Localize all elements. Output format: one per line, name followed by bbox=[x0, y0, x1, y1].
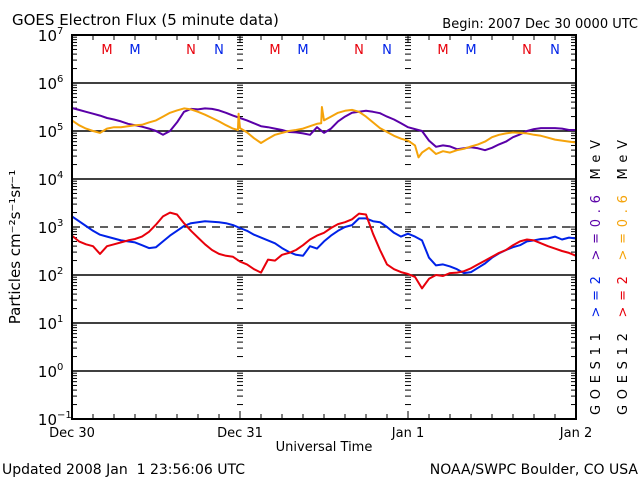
local-time-marker: M bbox=[269, 43, 280, 58]
local-time-marker: M bbox=[297, 43, 308, 58]
local-time-marker: M bbox=[437, 43, 448, 58]
legend-text: GOES11 >=2 >=0.6 MeV bbox=[589, 140, 604, 415]
x-axis-label: Universal Time bbox=[276, 440, 373, 455]
y-tick-exponent: 2 bbox=[57, 266, 63, 277]
legend-space bbox=[616, 323, 631, 327]
x-tick-label: Jan 2 bbox=[559, 426, 592, 441]
legend-space bbox=[616, 266, 631, 270]
y-tick-label: 10 bbox=[38, 315, 57, 333]
y-tick-exponent: 5 bbox=[57, 122, 63, 133]
y-tick-exponent: 6 bbox=[57, 74, 63, 85]
series-goes11-2-mev bbox=[71, 215, 577, 275]
series-goes11-0-6-mev bbox=[71, 107, 576, 152]
begin-label: Begin: 2007 Dec 30 0000 UTC bbox=[442, 17, 638, 32]
updated-timestamp: Updated 2008 Jan 1 23:56:06 UTC bbox=[2, 462, 245, 478]
legend-satellite: GOES12 bbox=[616, 333, 631, 415]
legend-row-goes11: GOES11 >=2 >=0.6 MeV bbox=[589, 140, 604, 415]
series-goes12-2-mev bbox=[71, 211, 577, 290]
source-credit: NOAA/SWPC Boulder, CO USA bbox=[430, 462, 639, 478]
local-time-marker: N bbox=[382, 43, 392, 58]
y-tick-label: 10 bbox=[38, 171, 57, 189]
legend-text: GOES12 >=2 >=0.6 MeV bbox=[616, 140, 631, 415]
x-tick-label: Dec 30 bbox=[49, 426, 95, 441]
legend-high-energy: >=2 bbox=[589, 276, 604, 318]
local-time-marker: N bbox=[214, 43, 224, 58]
y-tick-label: 10 bbox=[38, 363, 57, 381]
plot-frame bbox=[71, 34, 577, 420]
local-time-marker: N bbox=[550, 43, 560, 58]
legend-low-energy: >=0.6 bbox=[589, 195, 604, 260]
y-tick-label: 10 bbox=[38, 219, 57, 237]
y-tick-exponent: 7 bbox=[57, 26, 63, 37]
y-tick-label: 10 bbox=[38, 267, 57, 285]
series-goes12-0-6-mev bbox=[71, 106, 577, 159]
series-lines bbox=[71, 106, 577, 290]
local-time-marker: N bbox=[186, 43, 196, 58]
x-tick-label: Jan 1 bbox=[391, 426, 424, 441]
legend-space bbox=[589, 185, 604, 189]
legend-space bbox=[589, 323, 604, 327]
legend-unit: MeV bbox=[616, 140, 631, 180]
y-tick-label: 10 bbox=[38, 75, 57, 93]
y-tick-exponent: 4 bbox=[57, 170, 63, 181]
legend-row-goes12: GOES12 >=2 >=0.6 MeV bbox=[616, 140, 631, 415]
local-time-marker: M bbox=[465, 43, 476, 58]
legend-satellite: GOES11 bbox=[589, 333, 604, 415]
y-tick-exponent: 3 bbox=[57, 218, 63, 229]
legend-low-energy: >=0.6 bbox=[616, 195, 631, 260]
y-tick-label: 10 bbox=[38, 123, 57, 141]
local-time-marker: M bbox=[129, 43, 140, 58]
local-time-marker: N bbox=[354, 43, 364, 58]
x-tick-labels: Dec 30 Dec 31 Jan 1 Jan 2 bbox=[49, 426, 592, 441]
grid-lines bbox=[72, 82, 576, 372]
local-time-marker: N bbox=[522, 43, 532, 58]
legend-high-energy: >=2 bbox=[616, 276, 631, 318]
local-time-marker: M bbox=[101, 43, 112, 58]
y-tick-exponent: 1 bbox=[57, 314, 63, 325]
y-axis-label: Particles cm⁻²s⁻¹sr⁻¹ bbox=[6, 170, 24, 324]
y-tick-exponent: 0 bbox=[57, 362, 63, 373]
legend-space bbox=[616, 185, 631, 189]
legend-unit: MeV bbox=[589, 140, 604, 180]
y-tick-exponent: −1 bbox=[57, 410, 72, 421]
legend-space bbox=[589, 266, 604, 270]
y-tick-label: 10 bbox=[38, 27, 57, 45]
x-tick-label: Dec 31 bbox=[217, 426, 263, 441]
y-tick-label: 10 bbox=[38, 411, 57, 429]
chart-title: GOES Electron Flux (5 minute data) bbox=[12, 11, 279, 29]
